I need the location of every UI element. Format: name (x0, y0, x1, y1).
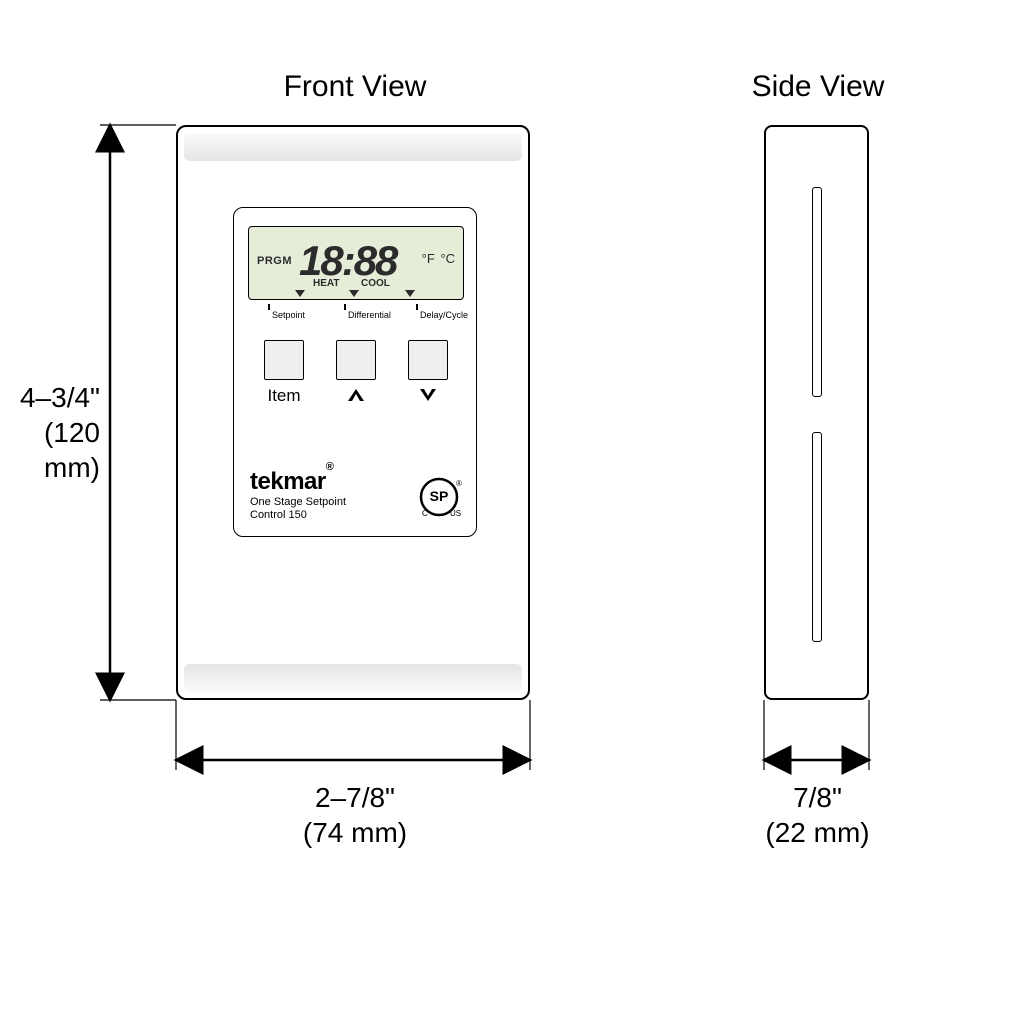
inner-panel: PRGM 18:88 °F °C HEAT COOL Setpoint Diff… (233, 207, 477, 537)
button-row: Item (234, 340, 476, 420)
tick-differential (344, 304, 346, 310)
brand-line2: Control 150 (250, 509, 346, 522)
height-in: 4–3/4" (20, 382, 100, 413)
brand-name: tekmar® (250, 468, 346, 496)
lcd-unit-c: °C (440, 251, 455, 266)
side-slot-bottom (812, 432, 822, 642)
height-label: 4–3/4" (120 mm) (0, 380, 100, 485)
svg-text:SP: SP (430, 488, 449, 504)
lcd-units: °F °C (422, 251, 455, 266)
csa-logo: SP C US ® (416, 474, 462, 520)
tick-row: Setpoint Differential Delay/Cycle (248, 304, 464, 324)
depth-label: 7/8" (22 mm) (760, 780, 875, 850)
tick-delay (416, 304, 418, 310)
depth-in: 7/8" (793, 782, 842, 813)
down-arrow-icon (420, 389, 436, 401)
side-view-title: Side View (748, 70, 888, 104)
csa-us: US (450, 509, 461, 518)
up-button[interactable] (336, 340, 376, 380)
lcd-prgm-label: PRGM (257, 255, 292, 267)
brand-block: tekmar® One Stage Setpoint Control 150 (250, 468, 346, 522)
lcd-screen: PRGM 18:88 °F °C HEAT COOL (248, 226, 464, 300)
lcd-heat-label: HEAT (313, 278, 339, 289)
front-device: PRGM 18:88 °F °C HEAT COOL Setpoint Diff… (176, 125, 530, 700)
up-button-label (336, 386, 376, 406)
front-view-title: Front View (250, 70, 460, 104)
width-in: 2–7/8" (315, 782, 395, 813)
side-device (764, 125, 869, 700)
tick-delay-label: Delay/Cycle (420, 310, 468, 320)
csa-c: C (422, 509, 428, 518)
lcd-triangle-2 (349, 290, 359, 297)
brand-line1: One Stage Setpoint (250, 496, 346, 509)
tick-differential-label: Differential (348, 310, 391, 320)
width-mm: (74 mm) (303, 817, 407, 848)
lcd-triangle-3 (405, 290, 415, 297)
depth-mm: (22 mm) (765, 817, 869, 848)
width-label: 2–7/8" (74 mm) (280, 780, 430, 850)
item-button-label: Item (264, 386, 304, 406)
height-mm: (120 mm) (44, 417, 100, 483)
up-arrow-icon (348, 389, 364, 401)
lcd-unit-f: °F (422, 251, 435, 266)
tick-setpoint (268, 304, 270, 310)
bevel-bottom (184, 664, 522, 692)
bevel-top (184, 133, 522, 161)
down-button[interactable] (408, 340, 448, 380)
csa-reg: ® (456, 479, 462, 488)
item-button[interactable] (264, 340, 304, 380)
lcd-cool-label: COOL (361, 278, 390, 289)
side-slot-top (812, 187, 822, 397)
brand-reg: ® (326, 461, 334, 473)
tick-setpoint-label: Setpoint (272, 310, 305, 320)
brand-text: tekmar (250, 468, 326, 495)
lcd-triangle-1 (295, 290, 305, 297)
down-button-label (408, 386, 448, 406)
